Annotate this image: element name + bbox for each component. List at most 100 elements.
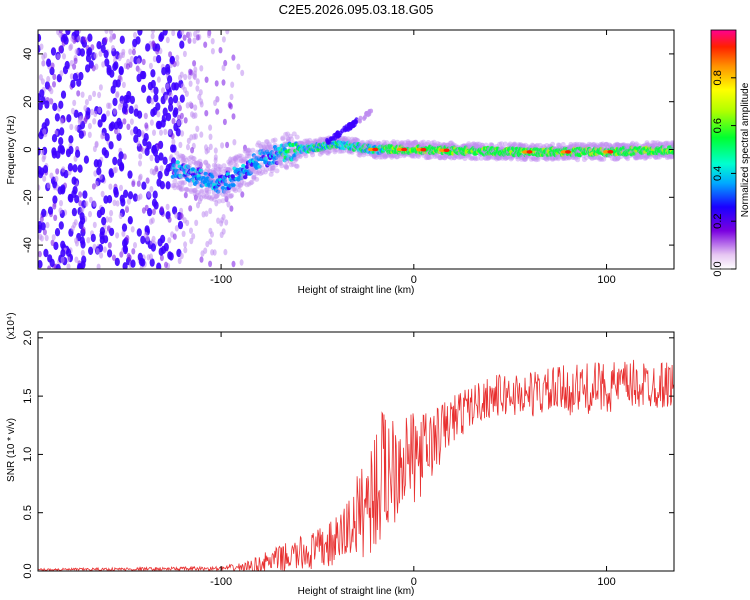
spectrogram-cell bbox=[40, 222, 46, 231]
spectrogram-cell bbox=[500, 155, 505, 161]
spectrogram-cell bbox=[168, 91, 173, 99]
spectrogram-cell bbox=[167, 251, 173, 260]
spectrogram-cell bbox=[168, 103, 174, 112]
spectrogram-cell bbox=[49, 66, 55, 76]
spectrogram-cell bbox=[86, 237, 91, 244]
spectrogram-cell bbox=[581, 157, 587, 163]
spectrogram-cell bbox=[220, 186, 226, 190]
spectrogram-cell bbox=[104, 133, 110, 142]
spectrogram-cell bbox=[78, 71, 84, 81]
spectrogram-cell bbox=[207, 168, 212, 174]
spectrogram-cell bbox=[432, 142, 438, 148]
spectrogram-cell bbox=[193, 104, 198, 111]
spectrogram-cell bbox=[172, 233, 177, 240]
spectrogram-cell bbox=[655, 154, 661, 160]
spectrogram-cell bbox=[119, 35, 125, 44]
spectrogram-cell bbox=[56, 53, 61, 60]
spectrogram-cell bbox=[183, 157, 189, 163]
spectrogram-cell bbox=[187, 182, 193, 187]
spectrogram-cell bbox=[633, 141, 639, 147]
spectrogram-cell bbox=[127, 191, 134, 200]
spectrogram-cell bbox=[518, 142, 524, 148]
spectrogram-cell bbox=[97, 91, 102, 99]
spectrogram-cell bbox=[216, 190, 222, 196]
spectrogram-cell bbox=[419, 140, 424, 146]
spectrogram-cell bbox=[171, 30, 176, 37]
spectrogram-cell bbox=[204, 144, 208, 151]
x-tick-label: -100 bbox=[210, 576, 232, 588]
spectrogram-cell bbox=[122, 244, 128, 253]
spectrogram-cell bbox=[600, 143, 606, 149]
spectrogram-cell bbox=[476, 141, 482, 147]
spectrogram-cell bbox=[87, 47, 93, 56]
spectrogram-cell bbox=[49, 172, 54, 179]
spectrogram-cell bbox=[257, 168, 263, 174]
spectrogram-cell bbox=[407, 142, 413, 148]
spectrogram-cell bbox=[671, 142, 674, 148]
spectrogram-cell bbox=[392, 153, 397, 159]
spectrogram-cell bbox=[470, 155, 476, 161]
spectrogram-cell bbox=[391, 139, 397, 145]
spectrogram-cell bbox=[277, 160, 283, 166]
spectrogram-cell bbox=[577, 141, 583, 147]
spectrogram-cell bbox=[294, 163, 300, 169]
spectrogram-cell bbox=[238, 158, 244, 164]
spectrogram-cell bbox=[38, 74, 43, 81]
spectrogram-cell bbox=[96, 41, 102, 50]
spectrogram-cell bbox=[42, 229, 47, 236]
spectrogram-cell bbox=[136, 58, 141, 65]
spectrogram-cell bbox=[106, 110, 110, 117]
spectrogram-cell bbox=[39, 89, 45, 98]
spectrogram-cell bbox=[568, 141, 574, 147]
spectrogram-cell bbox=[522, 156, 528, 162]
spectrogram-cell bbox=[156, 76, 161, 83]
spectrogram-cell bbox=[508, 156, 514, 162]
spectrogram-cell bbox=[256, 140, 262, 146]
spectrogram-cell bbox=[410, 141, 416, 146]
spectrogram-cell bbox=[244, 182, 250, 188]
spectrogram-cell bbox=[141, 181, 147, 190]
snr-axes: -100 0 100 0.0 0.5 1.0 1.5 2.0 bbox=[22, 330, 674, 588]
spectrogram-cell bbox=[179, 212, 184, 219]
spectrogram-cell bbox=[72, 63, 77, 70]
spectrogram-cell bbox=[202, 194, 208, 200]
spectrogram-cell bbox=[409, 153, 415, 159]
spectrogram-cell bbox=[59, 146, 66, 155]
spectrogram-cell bbox=[383, 153, 389, 159]
spectrogram-cell bbox=[167, 216, 172, 223]
spectrogram-cell bbox=[371, 153, 377, 159]
spectrogram-cell bbox=[183, 246, 188, 254]
spectrogram-cell bbox=[201, 211, 206, 218]
spectrogram-cell bbox=[665, 140, 671, 146]
spectrogram-cell bbox=[260, 141, 265, 147]
spectrogram-cell bbox=[58, 137, 64, 146]
spectrogram-cell bbox=[483, 155, 489, 161]
spectrogram-cell bbox=[600, 141, 606, 147]
spectrogram-cell bbox=[502, 156, 508, 161]
spectrogram-cell bbox=[496, 155, 502, 161]
spectrogram-cell bbox=[264, 139, 270, 145]
spectrogram-cell bbox=[625, 156, 631, 162]
spectrogram-cell bbox=[213, 147, 218, 154]
spectrogram-cell bbox=[92, 200, 97, 207]
spectrogram-cell bbox=[47, 265, 52, 269]
spectrogram-cell bbox=[586, 141, 592, 147]
spectrogram-cell bbox=[474, 155, 480, 161]
spectrogram-cell bbox=[268, 171, 274, 177]
spectrogram-cell bbox=[356, 152, 362, 158]
spectrogram-cell bbox=[191, 159, 197, 165]
spectrogram-cell bbox=[87, 131, 92, 138]
spectrogram-cell bbox=[133, 242, 137, 249]
spectrogram-cell bbox=[462, 156, 468, 162]
spectrogram-cell bbox=[228, 193, 234, 199]
spectrogram-cell bbox=[189, 237, 194, 245]
spectrogram-cell bbox=[523, 142, 529, 148]
spectrogram-cell bbox=[670, 140, 674, 146]
spectrogram-cell bbox=[115, 200, 120, 207]
spectrogram-cell bbox=[278, 156, 284, 162]
spectrogram-cell bbox=[399, 140, 405, 146]
spectrogram-cell bbox=[566, 155, 572, 161]
spectrogram-cell bbox=[188, 205, 193, 212]
spectrogram-cell bbox=[78, 191, 83, 198]
spectrogram-cell bbox=[244, 153, 250, 159]
